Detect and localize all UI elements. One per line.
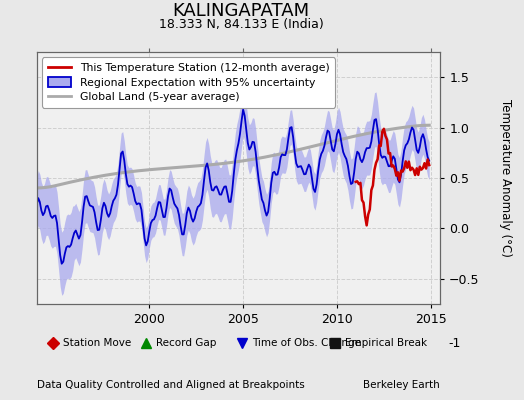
Text: -1: -1	[448, 337, 461, 350]
Text: Empirical Break: Empirical Break	[345, 338, 428, 348]
Text: Station Move: Station Move	[63, 338, 131, 348]
Text: Berkeley Earth: Berkeley Earth	[364, 380, 440, 390]
Legend: This Temperature Station (12-month average), Regional Expectation with 95% uncer: This Temperature Station (12-month avera…	[42, 58, 335, 108]
Text: Data Quality Controlled and Aligned at Breakpoints: Data Quality Controlled and Aligned at B…	[37, 380, 304, 390]
Text: KALINGAPATAM: KALINGAPATAM	[172, 2, 310, 20]
Text: Record Gap: Record Gap	[156, 338, 216, 348]
Text: Time of Obs. Change: Time of Obs. Change	[253, 338, 362, 348]
Y-axis label: Temperature Anomaly (°C): Temperature Anomaly (°C)	[499, 99, 512, 257]
Text: 18.333 N, 84.133 E (India): 18.333 N, 84.133 E (India)	[159, 18, 323, 31]
